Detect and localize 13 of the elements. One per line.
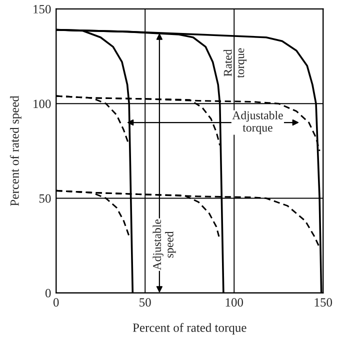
y-axis-title: Percent of rated speed [10, 96, 22, 206]
x-tick-label: 100 [226, 298, 244, 307]
x-tick-label: 150 [314, 298, 332, 307]
annotation: Adjustable torque [232, 111, 283, 134]
x-tick-label: 0 [53, 298, 59, 307]
y-tick-label: 50 [39, 194, 51, 203]
annotation: Adjustable speed [152, 219, 176, 270]
x-axis-title: Percent of rated torque [132, 322, 246, 334]
annotation: Rated torque [223, 48, 247, 78]
y-tick-label: 0 [45, 288, 51, 298]
x-tick-label: 50 [140, 298, 151, 307]
y-tick-label: 150 [34, 4, 51, 14]
y-tick-label: 100 [34, 100, 51, 108]
